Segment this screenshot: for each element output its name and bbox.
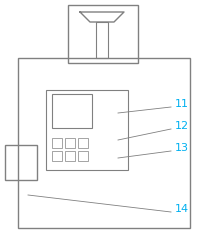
Bar: [46, 90, 128, 170]
Bar: [18, 58, 190, 228]
Bar: [65, 151, 75, 161]
Bar: [96, 22, 108, 58]
Bar: [5, 145, 37, 180]
Bar: [78, 138, 88, 148]
Bar: [52, 138, 62, 148]
Text: 13: 13: [175, 143, 189, 153]
Bar: [68, 5, 138, 63]
Bar: [52, 151, 62, 161]
Bar: [52, 94, 92, 128]
Bar: [65, 138, 75, 148]
Text: 11: 11: [175, 99, 189, 109]
Text: 12: 12: [175, 121, 189, 131]
Text: 14: 14: [175, 204, 189, 214]
Bar: [78, 151, 88, 161]
